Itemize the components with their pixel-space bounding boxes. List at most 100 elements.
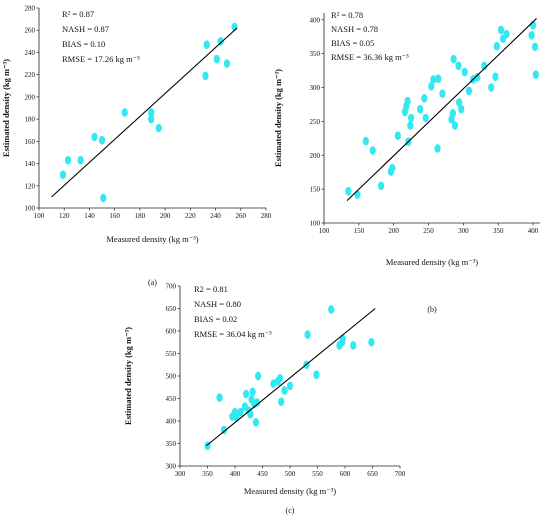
data-point xyxy=(394,131,401,140)
chart-panel-0: 100 120 140 160 180 200 220 240 260 280 100 120 140 1… xyxy=(1,5,272,288)
y-axis-label: Estimated density (kg m⁻³) xyxy=(273,69,283,167)
x-tick-label: 400 xyxy=(230,470,241,478)
y-tick-label: 500 xyxy=(166,373,177,381)
data-point xyxy=(252,418,259,427)
y-tick-label: 400 xyxy=(310,16,321,24)
x-tick-label: 260 xyxy=(236,212,247,220)
x-tick-label: 350 xyxy=(202,470,213,478)
x-tick-label: 300 xyxy=(458,227,469,235)
data-point xyxy=(121,108,128,117)
chart-panel-1: 100 150 200 250 300 350 400 100 150 200 250 300 350 4… xyxy=(273,10,540,314)
data-point xyxy=(98,135,106,145)
stat-label: BIAS = 0.10 xyxy=(62,39,105,49)
y-tick-label: 180 xyxy=(25,116,36,124)
data-point xyxy=(458,104,465,114)
data-point xyxy=(216,393,223,402)
x-tick-label: 180 xyxy=(135,212,146,220)
x-tick-label: 280 xyxy=(261,212,272,220)
data-point xyxy=(350,341,357,350)
data-point xyxy=(304,330,311,339)
data-point xyxy=(503,29,510,39)
data-point xyxy=(148,114,155,124)
y-tick-label: 550 xyxy=(166,350,177,358)
x-axis-label: Measured density (kg m⁻³) xyxy=(244,486,336,496)
data-point xyxy=(461,67,468,77)
data-point xyxy=(253,398,261,407)
y-tick-label: 200 xyxy=(310,152,321,160)
y-axis-label: Estimated density (kg m⁻³) xyxy=(1,59,11,157)
y-tick-label: 600 xyxy=(166,328,177,336)
data-point xyxy=(223,59,231,68)
stat-label: BIAS = 0.05 xyxy=(331,38,374,48)
data-point xyxy=(532,42,539,52)
x-tick-label: 140 xyxy=(84,212,95,220)
data-point xyxy=(91,132,98,142)
data-point xyxy=(100,193,107,203)
y-tick-label: 150 xyxy=(310,186,321,194)
x-tick-label: 220 xyxy=(185,212,196,220)
data-point xyxy=(77,155,84,165)
x-tick-label: 400 xyxy=(528,227,539,235)
data-point xyxy=(247,409,254,419)
data-point xyxy=(389,163,396,173)
data-point xyxy=(434,144,441,153)
y-tick-label: 650 xyxy=(166,305,177,313)
x-tick-label: 100 xyxy=(34,212,45,220)
fit-line xyxy=(51,27,238,198)
data-point xyxy=(474,73,481,82)
data-point xyxy=(497,25,505,35)
stat-label: NASH = 0.80 xyxy=(194,299,241,309)
data-point xyxy=(148,108,155,117)
data-point xyxy=(277,373,284,383)
data-point xyxy=(202,71,209,81)
y-tick-label: 140 xyxy=(25,160,36,168)
data-point xyxy=(362,136,369,146)
y-tick-label: 260 xyxy=(25,27,36,35)
data-point xyxy=(255,371,262,381)
data-point xyxy=(354,190,361,199)
data-point xyxy=(449,108,457,118)
fit-line xyxy=(206,308,376,447)
data-point xyxy=(456,98,463,107)
data-point xyxy=(481,61,488,71)
data-point xyxy=(328,305,335,314)
x-tick-label: 500 xyxy=(285,470,296,478)
data-point xyxy=(59,170,67,179)
data-point xyxy=(217,37,224,46)
data-point xyxy=(417,104,424,114)
data-point xyxy=(465,86,473,96)
stat-label: RMSE = 36.36 kg m⁻³ xyxy=(331,52,409,62)
stat-label: BIAS = 0.02 xyxy=(194,314,237,324)
data-point xyxy=(237,407,244,417)
data-point xyxy=(439,89,446,98)
data-point xyxy=(64,155,72,165)
x-tick-label: 550 xyxy=(312,470,323,478)
stat-label: RMSE = 17.26 kg m⁻³ xyxy=(62,54,140,64)
panel-label: (a) xyxy=(148,278,157,287)
x-tick-label: 650 xyxy=(367,470,378,478)
data-point xyxy=(435,74,442,84)
data-point xyxy=(532,70,539,79)
x-tick-label: 200 xyxy=(388,227,399,235)
data-point xyxy=(404,96,411,106)
y-tick-label: 100 xyxy=(310,220,321,228)
y-tick-label: 400 xyxy=(166,418,177,426)
x-axis-label: Measured density (kg m⁻³) xyxy=(386,257,478,267)
data-point xyxy=(369,146,376,155)
data-point xyxy=(430,75,437,84)
data-point xyxy=(422,113,429,123)
y-axis-label: Estimated density (kg m⁻³) xyxy=(123,327,133,425)
y-tick-label: 120 xyxy=(25,182,36,190)
y-tick-label: 350 xyxy=(310,50,321,58)
data-point xyxy=(428,81,435,91)
stat-label: R² = 0.87 xyxy=(62,9,94,19)
data-point xyxy=(421,94,428,103)
data-point xyxy=(407,113,415,123)
data-point xyxy=(203,40,210,49)
data-point xyxy=(451,121,459,130)
y-tick-label: 240 xyxy=(25,49,36,57)
data-point xyxy=(213,54,220,64)
data-point xyxy=(450,54,457,64)
stat-label: RMSE = 36.04 kg m⁻³ xyxy=(194,329,272,339)
